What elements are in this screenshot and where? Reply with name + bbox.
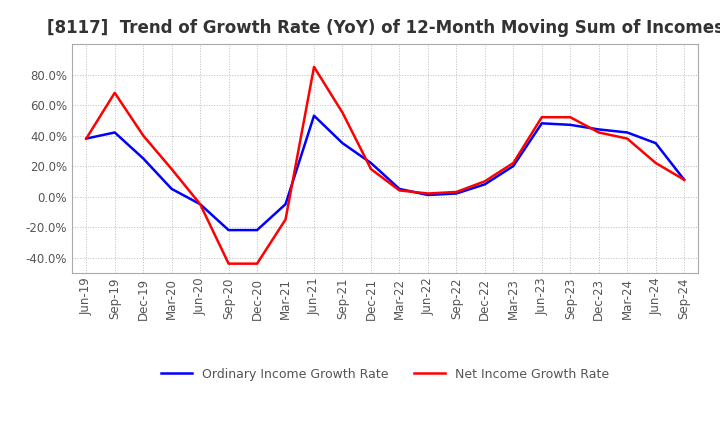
Net Income Growth Rate — [652, 160, 660, 165]
Ordinary Income Growth Rate — [680, 177, 688, 183]
Ordinary Income Growth Rate — [110, 130, 119, 135]
Ordinary Income Growth Rate — [139, 156, 148, 161]
Net Income Growth Rate — [310, 64, 318, 70]
Net Income Growth Rate — [480, 179, 489, 184]
Line: Net Income Growth Rate: Net Income Growth Rate — [86, 67, 684, 264]
Ordinary Income Growth Rate — [225, 227, 233, 233]
Net Income Growth Rate — [338, 110, 347, 115]
Net Income Growth Rate — [395, 188, 404, 193]
Ordinary Income Growth Rate — [253, 227, 261, 233]
Net Income Growth Rate — [595, 130, 603, 135]
Legend: Ordinary Income Growth Rate, Net Income Growth Rate: Ordinary Income Growth Rate, Net Income … — [156, 363, 614, 385]
Net Income Growth Rate — [537, 114, 546, 120]
Ordinary Income Growth Rate — [423, 192, 432, 198]
Net Income Growth Rate — [566, 114, 575, 120]
Ordinary Income Growth Rate — [282, 202, 290, 207]
Ordinary Income Growth Rate — [196, 202, 204, 207]
Net Income Growth Rate — [225, 261, 233, 266]
Ordinary Income Growth Rate — [310, 113, 318, 118]
Net Income Growth Rate — [196, 202, 204, 207]
Ordinary Income Growth Rate — [595, 127, 603, 132]
Ordinary Income Growth Rate — [509, 163, 518, 169]
Ordinary Income Growth Rate — [366, 160, 375, 165]
Net Income Growth Rate — [452, 189, 461, 194]
Net Income Growth Rate — [82, 136, 91, 141]
Net Income Growth Rate — [423, 191, 432, 196]
Ordinary Income Growth Rate — [566, 122, 575, 128]
Ordinary Income Growth Rate — [537, 121, 546, 126]
Ordinary Income Growth Rate — [395, 186, 404, 191]
Net Income Growth Rate — [623, 136, 631, 141]
Ordinary Income Growth Rate — [623, 130, 631, 135]
Net Income Growth Rate — [139, 133, 148, 138]
Ordinary Income Growth Rate — [167, 186, 176, 191]
Title: [8117]  Trend of Growth Rate (YoY) of 12-Month Moving Sum of Incomes: [8117] Trend of Growth Rate (YoY) of 12-… — [47, 19, 720, 37]
Line: Ordinary Income Growth Rate: Ordinary Income Growth Rate — [86, 116, 684, 230]
Net Income Growth Rate — [110, 90, 119, 95]
Net Income Growth Rate — [282, 217, 290, 222]
Net Income Growth Rate — [253, 261, 261, 266]
Net Income Growth Rate — [366, 166, 375, 172]
Ordinary Income Growth Rate — [338, 140, 347, 146]
Ordinary Income Growth Rate — [480, 182, 489, 187]
Ordinary Income Growth Rate — [82, 136, 91, 141]
Net Income Growth Rate — [680, 177, 688, 183]
Net Income Growth Rate — [509, 160, 518, 165]
Ordinary Income Growth Rate — [452, 191, 461, 196]
Net Income Growth Rate — [167, 166, 176, 172]
Ordinary Income Growth Rate — [652, 140, 660, 146]
